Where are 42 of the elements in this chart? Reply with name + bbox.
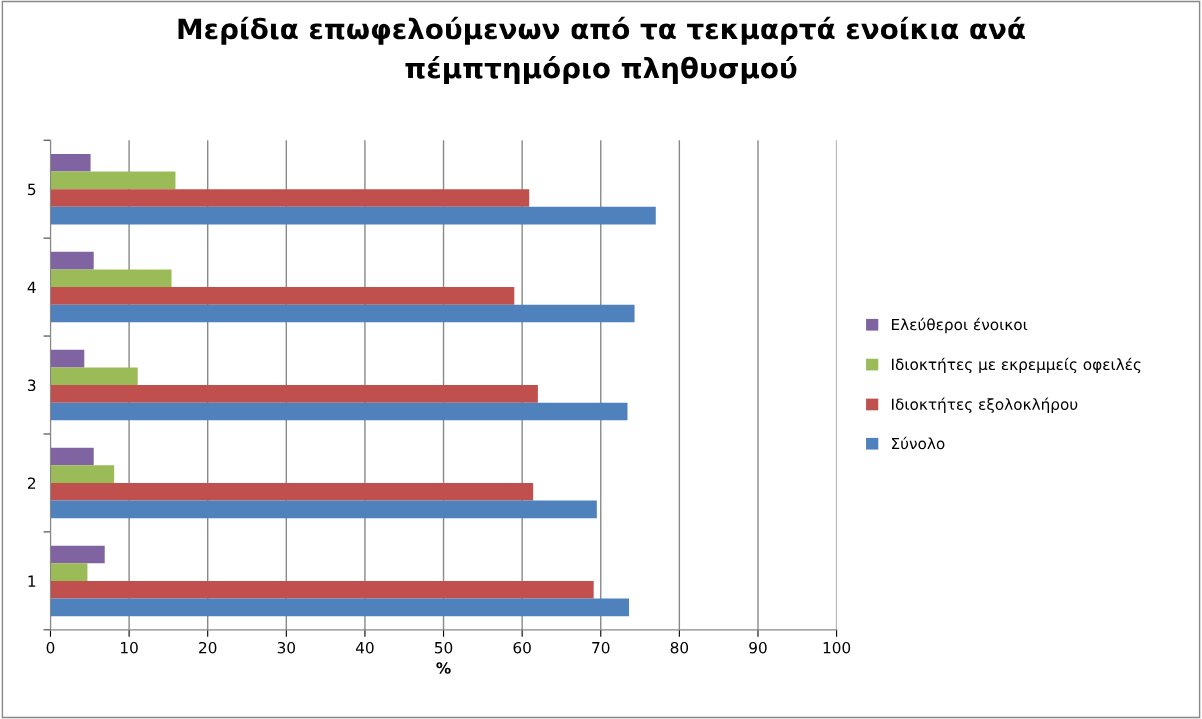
bar	[50, 189, 530, 207]
x-tick-label: 60	[513, 641, 531, 654]
bar	[50, 598, 630, 617]
x-tick-label: 70	[592, 641, 610, 654]
y-tick-label: 1	[28, 575, 36, 587]
bar	[50, 206, 656, 225]
bar	[50, 304, 635, 323]
x-tick-label: 20	[199, 641, 217, 654]
x-tick-label: 90	[749, 641, 767, 654]
bar	[50, 251, 94, 270]
x-tick-label: 10	[121, 641, 138, 654]
bar	[50, 500, 597, 519]
bar	[50, 465, 115, 483]
x-tick-label: 30	[277, 641, 296, 654]
x-tick-label: 0	[46, 641, 55, 654]
legend-label: Σύνολο	[892, 436, 945, 450]
bar	[50, 482, 534, 501]
bar	[50, 269, 172, 288]
bar	[50, 171, 176, 190]
bar	[50, 287, 515, 305]
x-axis-title: %	[436, 662, 451, 674]
x-tick-label: 80	[670, 641, 689, 654]
bar	[50, 545, 105, 564]
bar	[50, 385, 538, 403]
bar	[50, 349, 85, 368]
x-tick-label: 100	[823, 641, 851, 654]
bar	[50, 402, 628, 421]
legend-label: Ιδιοκτήτες εξολοκλήρου	[892, 397, 1078, 413]
legend-label: Ιδιοκτήτες με εκρεμμείς οφειλές	[892, 357, 1141, 374]
legend-label: Ελεύθεροι ένοικοι	[892, 317, 1028, 334]
y-tick-label: 4	[27, 281, 36, 293]
bar	[50, 153, 91, 172]
x-tick-label: 50	[435, 641, 453, 654]
y-tick-label: 3	[28, 379, 36, 392]
bar	[50, 367, 138, 386]
y-tick-label: 2	[27, 477, 36, 489]
bar	[50, 447, 94, 466]
bar	[50, 580, 594, 599]
y-tick-label: 5	[28, 183, 36, 196]
bar	[50, 563, 88, 581]
x-tick-label: 40	[355, 641, 374, 654]
chart-title: Μερίδια επωφελούμενων από τα τεκμαρτά ενοίκια ανά πέμπτημόριο πληθυσμού	[178, 16, 1025, 84]
